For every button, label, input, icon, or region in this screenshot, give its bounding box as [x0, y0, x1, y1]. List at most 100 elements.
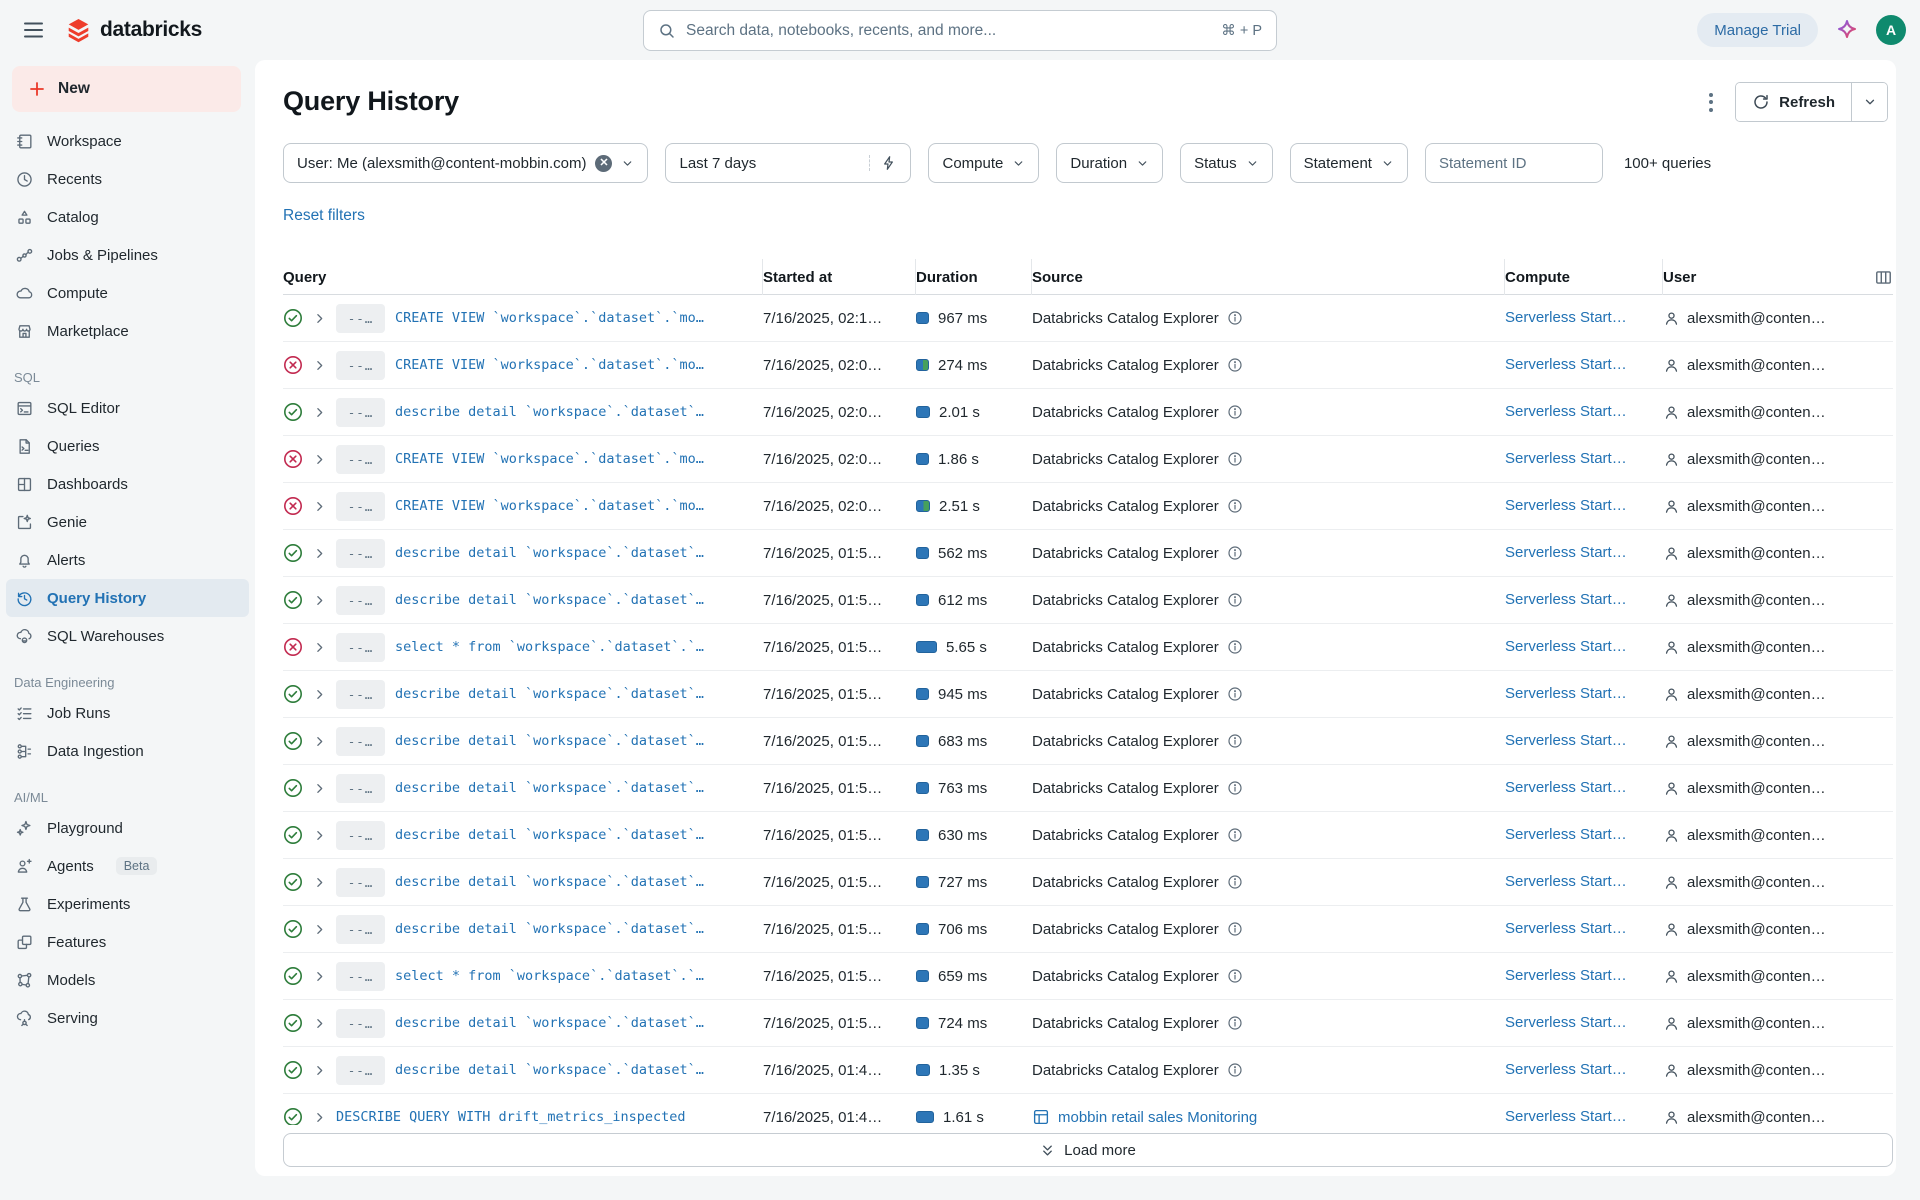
query-text[interactable]: DESCRIBE QUERY WITH drift_metrics_inspec… [336, 1109, 686, 1125]
expand-chevron-icon[interactable] [313, 312, 326, 325]
column-settings-icon[interactable] [1863, 268, 1893, 287]
query-text[interactable]: CREATE VIEW `workspace`.`dataset`.`mo… [395, 498, 704, 514]
info-icon[interactable] [1227, 968, 1243, 984]
filter-user[interactable]: User: Me (alexsmith@content-mobbin.com) … [283, 143, 649, 183]
info-icon[interactable] [1227, 686, 1243, 702]
info-icon[interactable] [1227, 639, 1243, 655]
databricks-logo[interactable]: databricks [65, 17, 202, 44]
table-row[interactable]: --… CREATE VIEW `workspace`.`dataset`.`m… [283, 436, 1893, 483]
info-icon[interactable] [1227, 545, 1243, 561]
compute-link[interactable]: Serverless Start… [1505, 873, 1627, 890]
manage-trial-button[interactable]: Manage Trial [1697, 13, 1818, 47]
info-icon[interactable] [1227, 733, 1243, 749]
global-search[interactable]: ⌘ + P [643, 10, 1277, 51]
refresh-dropdown-caret[interactable] [1851, 83, 1887, 121]
expand-chevron-icon[interactable] [313, 641, 326, 654]
sidebar-item-job-runs[interactable]: Job Runs [6, 694, 249, 732]
filter-time-range[interactable]: Last 7 days [665, 143, 912, 183]
sidebar-item-dashboards[interactable]: Dashboards [6, 465, 249, 503]
sidebar-item-queries[interactable]: Queries [6, 427, 249, 465]
info-icon[interactable] [1227, 827, 1243, 843]
assistant-sparkle-icon[interactable] [1835, 18, 1859, 42]
info-icon[interactable] [1227, 498, 1243, 514]
expand-chevron-icon[interactable] [313, 876, 326, 889]
compute-link[interactable]: Serverless Start… [1505, 967, 1627, 984]
expand-chevron-icon[interactable] [313, 1017, 326, 1030]
table-row[interactable]: --… CREATE VIEW `workspace`.`dataset`.`m… [283, 295, 1893, 342]
compute-link[interactable]: Serverless Start… [1505, 779, 1627, 796]
query-text[interactable]: describe detail `workspace`.`dataset`… [395, 404, 704, 420]
filter-statement[interactable]: Statement [1289, 143, 1408, 183]
info-icon[interactable] [1227, 780, 1243, 796]
table-row[interactable]: --… describe detail `workspace`.`dataset… [283, 765, 1893, 812]
sidebar-item-features[interactable]: Features [6, 923, 249, 961]
compute-link[interactable]: Serverless Start… [1505, 450, 1627, 467]
expand-chevron-icon[interactable] [313, 453, 326, 466]
table-row[interactable]: DESCRIBE QUERY WITH drift_metrics_inspec… [283, 1094, 1893, 1125]
sidebar-item-workspace[interactable]: Workspace [6, 122, 249, 160]
info-icon[interactable] [1227, 1062, 1243, 1078]
table-row[interactable]: --… describe detail `workspace`.`dataset… [283, 530, 1893, 577]
compute-link[interactable]: Serverless Start… [1505, 497, 1627, 514]
sidebar-item-sql-editor[interactable]: SQL Editor [6, 389, 249, 427]
table-row[interactable]: --… select * from `workspace`.`dataset`.… [283, 624, 1893, 671]
table-row[interactable]: --… describe detail `workspace`.`dataset… [283, 1047, 1893, 1094]
table-row[interactable]: --… describe detail `workspace`.`dataset… [283, 859, 1893, 906]
query-text[interactable]: describe detail `workspace`.`dataset`… [395, 545, 704, 561]
expand-chevron-icon[interactable] [313, 829, 326, 842]
sidebar-item-playground[interactable]: Playground [6, 809, 249, 847]
sidebar-item-models[interactable]: Models [6, 961, 249, 999]
info-icon[interactable] [1227, 1015, 1243, 1031]
sidebar-item-alerts[interactable]: Alerts [6, 541, 249, 579]
table-row[interactable]: --… CREATE VIEW `workspace`.`dataset`.`m… [283, 483, 1893, 530]
sidebar-item-serving[interactable]: Serving [6, 999, 249, 1037]
expand-chevron-icon[interactable] [313, 1064, 326, 1077]
sidebar-item-compute[interactable]: Compute [6, 274, 249, 312]
info-icon[interactable] [1227, 592, 1243, 608]
sidebar-item-catalog[interactable]: Catalog [6, 198, 249, 236]
compute-link[interactable]: Serverless Start… [1505, 685, 1627, 702]
expand-chevron-icon[interactable] [313, 500, 326, 513]
column-header-duration[interactable]: Duration [916, 259, 1032, 295]
filter-status[interactable]: Status [1180, 143, 1273, 183]
query-text[interactable]: describe detail `workspace`.`dataset`… [395, 780, 704, 796]
query-text[interactable]: describe detail `workspace`.`dataset`… [395, 1062, 704, 1078]
sidebar-item-jobs-pipelines[interactable]: Jobs & Pipelines [6, 236, 249, 274]
query-text[interactable]: describe detail `workspace`.`dataset`… [395, 686, 704, 702]
compute-link[interactable]: Serverless Start… [1505, 732, 1627, 749]
refresh-button[interactable]: Refresh [1736, 83, 1851, 121]
info-icon[interactable] [1227, 310, 1243, 326]
column-header-compute[interactable]: Compute [1505, 259, 1663, 295]
table-row[interactable]: --… describe detail `workspace`.`dataset… [283, 812, 1893, 859]
user-avatar[interactable]: A [1876, 15, 1906, 45]
sidebar-item-genie[interactable]: Genie [6, 503, 249, 541]
query-text[interactable]: CREATE VIEW `workspace`.`dataset`.`mo… [395, 357, 704, 373]
table-row[interactable]: --… CREATE VIEW `workspace`.`dataset`.`m… [283, 342, 1893, 389]
query-text[interactable]: describe detail `workspace`.`dataset`… [395, 733, 704, 749]
load-more-button[interactable]: Load more [283, 1133, 1893, 1167]
info-icon[interactable] [1227, 404, 1243, 420]
query-text[interactable]: select * from `workspace`.`dataset`.`… [395, 639, 704, 655]
table-row[interactable]: --… describe detail `workspace`.`dataset… [283, 906, 1893, 953]
lightning-icon[interactable] [881, 155, 897, 171]
compute-link[interactable]: Serverless Start… [1505, 920, 1627, 937]
table-row[interactable]: --… describe detail `workspace`.`dataset… [283, 671, 1893, 718]
column-header-query[interactable]: Query [283, 259, 763, 295]
compute-link[interactable]: Serverless Start… [1505, 1061, 1627, 1078]
info-icon[interactable] [1227, 451, 1243, 467]
expand-chevron-icon[interactable] [313, 1111, 326, 1124]
compute-link[interactable]: Serverless Start… [1505, 1108, 1627, 1125]
query-text[interactable]: describe detail `workspace`.`dataset`… [395, 874, 704, 890]
table-row[interactable]: --… describe detail `workspace`.`dataset… [283, 718, 1893, 765]
hamburger-menu-icon[interactable] [24, 22, 43, 38]
sidebar-item-agents[interactable]: Agents Beta [6, 847, 249, 885]
expand-chevron-icon[interactable] [313, 406, 326, 419]
table-row[interactable]: --… describe detail `workspace`.`dataset… [283, 577, 1893, 624]
sidebar-item-data-ingestion[interactable]: Data Ingestion [6, 732, 249, 770]
table-row[interactable]: --… select * from `workspace`.`dataset`.… [283, 953, 1893, 1000]
query-text[interactable]: describe detail `workspace`.`dataset`… [395, 827, 704, 843]
new-button[interactable]: New [12, 66, 241, 112]
compute-link[interactable]: Serverless Start… [1505, 403, 1627, 420]
expand-chevron-icon[interactable] [313, 735, 326, 748]
compute-link[interactable]: Serverless Start… [1505, 1014, 1627, 1031]
